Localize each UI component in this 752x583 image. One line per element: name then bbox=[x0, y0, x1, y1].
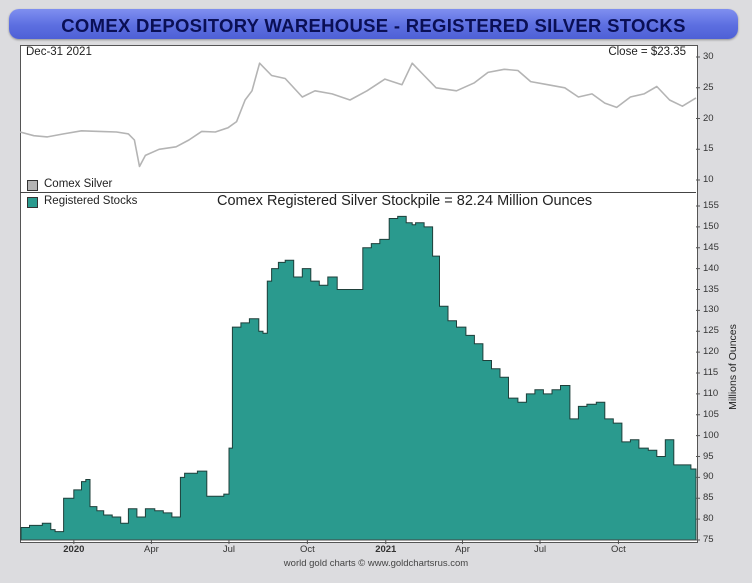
footer-credit: world gold charts © www.goldchartsrus.co… bbox=[283, 558, 469, 569]
chart-title: COMEX DEPOSITORY WAREHOUSE - REGISTERED … bbox=[61, 15, 686, 36]
stocks-ytick-label: 105 bbox=[703, 408, 719, 420]
stocks-ytick-label: 130 bbox=[703, 304, 719, 316]
registered-stocks-area bbox=[20, 215, 697, 541]
xtick-label: Jul bbox=[533, 544, 547, 555]
silver-ytick-label: 15 bbox=[703, 143, 714, 155]
stocks-ytick-label: 150 bbox=[703, 220, 719, 232]
stockpile-annotation: Comex Registered Silver Stockpile = 82.2… bbox=[217, 193, 593, 209]
title-bar: COMEX DEPOSITORY WAREHOUSE - REGISTERED … bbox=[9, 9, 738, 39]
xtick-label: 2020 bbox=[63, 544, 85, 555]
date-label: Dec-31 2021 bbox=[26, 46, 92, 58]
silver-ytick-label: 10 bbox=[703, 174, 714, 185]
stocks-ytick-label: 80 bbox=[703, 513, 714, 525]
stocks-ytick-label: 75 bbox=[703, 534, 714, 545]
xtick-label: Jul bbox=[222, 544, 236, 555]
stocks-legend-swatch bbox=[27, 197, 38, 208]
stocks-ytick-label: 110 bbox=[703, 387, 719, 399]
xtick-label: 2021 bbox=[375, 544, 397, 555]
silver-legend-swatch bbox=[27, 180, 38, 191]
stocks-ytick-label: 145 bbox=[703, 241, 719, 253]
close-label: Close = $23.35 bbox=[608, 46, 686, 58]
stocks-ytick-label: 115 bbox=[703, 367, 719, 378]
stocks-ytick-label: 140 bbox=[703, 262, 719, 274]
stocks-ytick-label: 90 bbox=[703, 471, 714, 483]
stocks-legend-label: Registered Stocks bbox=[44, 195, 138, 207]
xtick-label: Oct bbox=[299, 544, 315, 555]
stocks-ytick-label: 95 bbox=[703, 450, 714, 462]
silver-ytick-label: 20 bbox=[703, 112, 714, 124]
stocks-ytick-label: 125 bbox=[703, 325, 719, 337]
silver-legend-label: Comex Silver bbox=[44, 178, 113, 190]
panel-divider bbox=[20, 192, 696, 193]
silver-price-line bbox=[19, 62, 697, 168]
xtick-label: Oct bbox=[611, 544, 626, 555]
silver-ytick-label: 30 bbox=[703, 51, 714, 62]
stocks-ytick-label: 135 bbox=[703, 283, 719, 295]
silver-ytick-label: 25 bbox=[703, 81, 714, 93]
y-axis-label: Millions of Ounces bbox=[727, 324, 739, 410]
stocks-ytick-label: 120 bbox=[703, 346, 719, 358]
stocks-ytick-label: 100 bbox=[703, 429, 719, 441]
stocks-ytick-label: 155 bbox=[703, 200, 719, 211]
xtick-label: Apr bbox=[455, 544, 470, 555]
stocks-ytick-label: 85 bbox=[703, 492, 714, 504]
xtick-label: Apr bbox=[143, 544, 159, 555]
